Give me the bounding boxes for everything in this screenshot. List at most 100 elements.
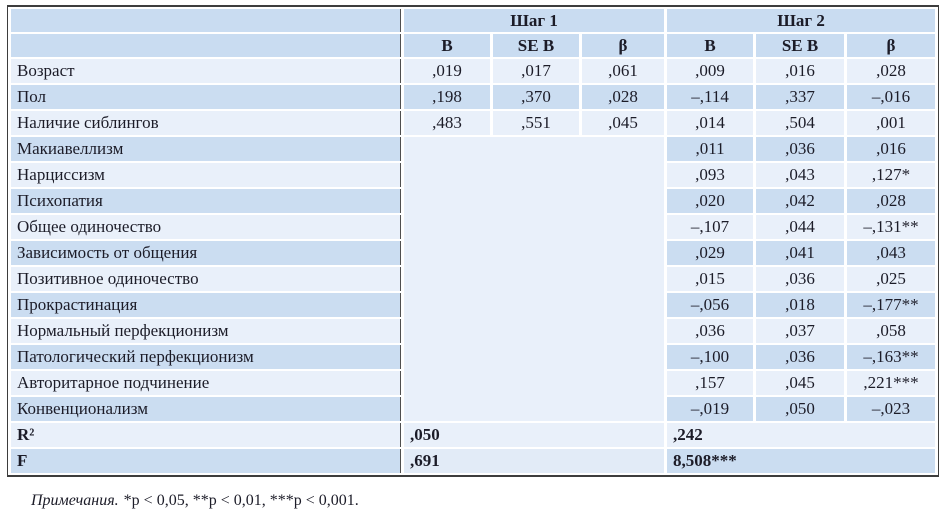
- col-header-step1-b: B: [404, 34, 490, 57]
- cell-s2-seb: ,043: [756, 163, 845, 187]
- cell-s2-seb: ,337: [756, 85, 845, 109]
- cell-s2-beta: ,001: [847, 111, 936, 135]
- table-row: Конвенционализм –,019 ,050 –,023: [11, 397, 936, 421]
- cell-s2-beta: ,028: [847, 59, 936, 83]
- cell-s2-beta: –,016: [847, 85, 936, 109]
- cell-s1-b: ,483: [404, 111, 490, 135]
- summary-label-r2: R²: [11, 423, 401, 447]
- cell-s2-beta: ,127*: [847, 163, 936, 187]
- cell-s2-beta: ,016: [847, 137, 936, 161]
- row-label: Нормальный перфекционизм: [11, 319, 401, 343]
- header-empty-cell: [11, 34, 401, 57]
- summary-row-r2: R² ,050 ,242: [11, 423, 936, 447]
- cell-s2-seb: ,044: [756, 215, 845, 239]
- cell-s2-seb: ,045: [756, 371, 845, 395]
- cell-s2-b: ,036: [667, 319, 754, 343]
- cell-s2-b: –,100: [667, 345, 754, 369]
- cell-s2-b: –,019: [667, 397, 754, 421]
- table-row: Возраст ,019 ,017 ,061 ,009 ,016 ,028: [11, 59, 936, 83]
- cell-s1-b: ,019: [404, 59, 490, 83]
- col-header-step2-beta: β: [847, 34, 936, 57]
- cell-s2-beta: –,131**: [847, 215, 936, 239]
- header-step2: Шаг 2: [667, 9, 936, 32]
- row-label: Макиавеллизм: [11, 137, 401, 161]
- table-row: Психопатия ,020 ,042 ,028: [11, 189, 936, 213]
- regression-table: Шаг 1 Шаг 2 B SE B β B SE B β Возраст ,0…: [8, 7, 938, 475]
- cell-s1-seb: ,017: [493, 59, 579, 83]
- table-row: Нормальный перфекционизм ,036 ,037 ,058: [11, 319, 936, 343]
- cell-s2-seb: ,504: [756, 111, 845, 135]
- cell-s2-b: ,009: [667, 59, 754, 83]
- summary-row-f: F ,691 8,508***: [11, 449, 936, 473]
- cell-s2-b: ,015: [667, 267, 754, 291]
- cell-s2-b: –,114: [667, 85, 754, 109]
- cell-s2-b: –,107: [667, 215, 754, 239]
- cell-s2-seb: ,037: [756, 319, 845, 343]
- row-label: Конвенционализм: [11, 397, 401, 421]
- cell-s2-b: ,011: [667, 137, 754, 161]
- row-label: Нарциссизм: [11, 163, 401, 187]
- row-label: Психопатия: [11, 189, 401, 213]
- cell-s1-beta: ,045: [582, 111, 665, 135]
- table-row: Наличие сиблингов ,483 ,551 ,045 ,014 ,5…: [11, 111, 936, 135]
- cell-s2-seb: ,041: [756, 241, 845, 265]
- cell-s2-beta: –,177**: [847, 293, 936, 317]
- header-steps-row: Шаг 1 Шаг 2: [11, 9, 936, 32]
- cell-s1-beta: ,061: [582, 59, 665, 83]
- cell-s2-seb: ,036: [756, 137, 845, 161]
- cell-s2-seb: ,016: [756, 59, 845, 83]
- cell-s2-b: ,020: [667, 189, 754, 213]
- col-header-step1-seb: SE B: [493, 34, 579, 57]
- col-header-step2-seb: SE B: [756, 34, 845, 57]
- row-label: Патологический перфекционизм: [11, 345, 401, 369]
- table-row: Прокрастинация –,056 ,018 –,177**: [11, 293, 936, 317]
- table-row: Нарциссизм ,093 ,043 ,127*: [11, 163, 936, 187]
- table-footnote: Примечания. *p < 0,05, **p < 0,01, ***p <…: [31, 492, 943, 510]
- table-row: Зависимость от общения ,029 ,041 ,043: [11, 241, 936, 265]
- cell-s2-seb: ,036: [756, 267, 845, 291]
- table-row: Позитивное одиночество ,015 ,036 ,025: [11, 267, 936, 291]
- row-label: Возраст: [11, 59, 401, 83]
- cell-s2-beta: ,028: [847, 189, 936, 213]
- row-label: Зависимость от общения: [11, 241, 401, 265]
- cell-s2-seb: ,036: [756, 345, 845, 369]
- cell-s2-seb: ,018: [756, 293, 845, 317]
- cell-s2-beta: ,025: [847, 267, 936, 291]
- row-label: Авторитарное подчинение: [11, 371, 401, 395]
- table-row: Макиавеллизм ,011 ,036 ,016: [11, 137, 936, 421]
- cell-s2-seb: ,050: [756, 397, 845, 421]
- cell-s1-b: ,198: [404, 85, 490, 109]
- cell-s2-beta: ,058: [847, 319, 936, 343]
- row-label: Общее одиночество: [11, 215, 401, 239]
- header-step1: Шаг 1: [404, 9, 665, 32]
- cell-s2-beta: ,221***: [847, 371, 936, 395]
- cell-s2-beta: –,023: [847, 397, 936, 421]
- cell-s1-seb: ,370: [493, 85, 579, 109]
- step1-empty-block: [404, 137, 665, 421]
- row-label: Позитивное одиночество: [11, 267, 401, 291]
- table-row: Общее одиночество –,107 ,044 –,131**: [11, 215, 936, 239]
- cell-s1-beta: ,028: [582, 85, 665, 109]
- cell-s2-b: ,014: [667, 111, 754, 135]
- cell-s1-seb: ,551: [493, 111, 579, 135]
- summary-f-step2: 8,508***: [667, 449, 936, 473]
- summary-r2-step2: ,242: [667, 423, 936, 447]
- summary-f-step1: ,691: [404, 449, 665, 473]
- table-frame: Шаг 1 Шаг 2 B SE B β B SE B β Возраст ,0…: [7, 5, 940, 477]
- table-row: Авторитарное подчинение ,157 ,045 ,221**…: [11, 371, 936, 395]
- summary-label-f: F: [11, 449, 401, 473]
- cell-s2-seb: ,042: [756, 189, 845, 213]
- col-header-step1-beta: β: [582, 34, 665, 57]
- header-cols-row: B SE B β B SE B β: [11, 34, 936, 57]
- col-header-step2-b: B: [667, 34, 754, 57]
- cell-s2-beta: ,043: [847, 241, 936, 265]
- header-corner-cell: [11, 9, 401, 32]
- cell-s2-b: ,029: [667, 241, 754, 265]
- cell-s2-b: ,093: [667, 163, 754, 187]
- row-label: Наличие сиблингов: [11, 111, 401, 135]
- summary-r2-step1: ,050: [404, 423, 665, 447]
- row-label: Пол: [11, 85, 401, 109]
- row-label: Прокрастинация: [11, 293, 401, 317]
- cell-s2-b: ,157: [667, 371, 754, 395]
